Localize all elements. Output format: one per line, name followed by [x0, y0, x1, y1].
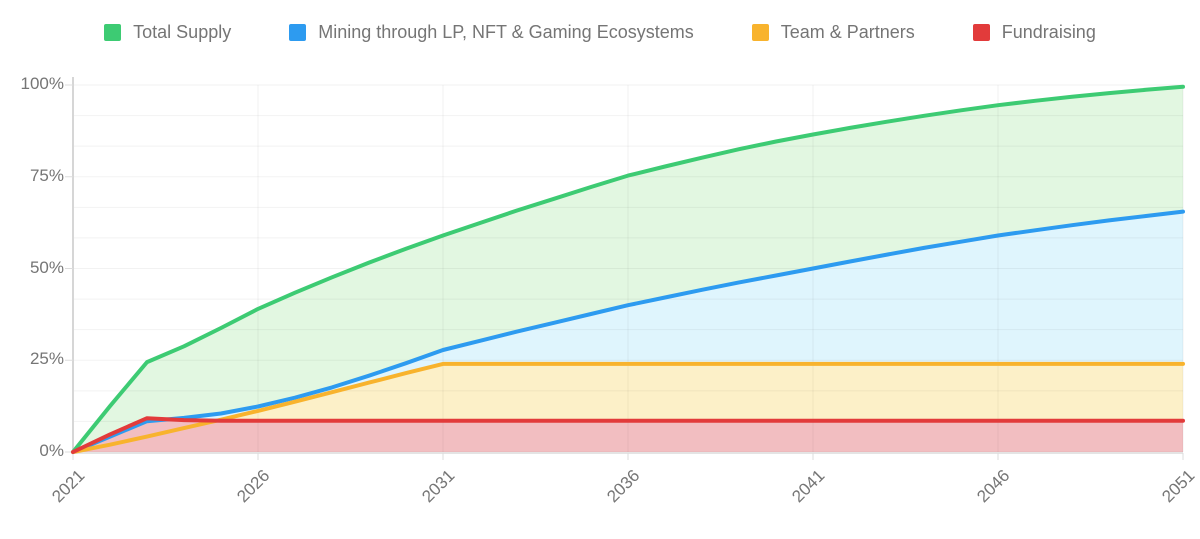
legend-swatch-mining-icon: [289, 24, 307, 41]
legend-item-total-supply[interactable]: Total Supply: [104, 22, 231, 43]
y-axis-label: 0%: [39, 441, 64, 460]
legend-label-team-partners: Team & Partners: [780, 22, 915, 42]
y-axis-label: 100%: [20, 74, 64, 93]
y-axis-label: 50%: [29, 257, 64, 277]
legend-item-team-partners[interactable]: Team & Partners: [751, 22, 915, 43]
legend-label-mining: Mining through LP, NFT & Gaming Ecosyste…: [318, 22, 694, 42]
series-team-partners-line: [71, 361, 1185, 454]
legend-label-total-supply: Total Supply: [133, 22, 232, 42]
legend-label-fundraising: Fundraising: [1001, 22, 1096, 42]
legend-item-mining[interactable]: Mining through LP, NFT & Gaming Ecosyste…: [289, 22, 694, 43]
series-mining-line: [71, 209, 1185, 454]
y-axis-label: 75%: [29, 165, 64, 185]
y-axis-label: 25%: [29, 349, 64, 369]
legend-swatch-fundraising-icon: [972, 24, 990, 41]
legend: Total Supply Mining through LP, NFT & Gam…: [0, 22, 1200, 43]
series-fundraising-line: [71, 416, 1185, 454]
legend-swatch-team-partners-icon: [751, 24, 769, 41]
series-total-supply-line: [71, 84, 1185, 454]
series-fundraising-area: [73, 418, 1183, 452]
legend-swatch-total-supply-icon: [104, 24, 122, 41]
legend-item-fundraising[interactable]: Fundraising: [972, 22, 1096, 43]
